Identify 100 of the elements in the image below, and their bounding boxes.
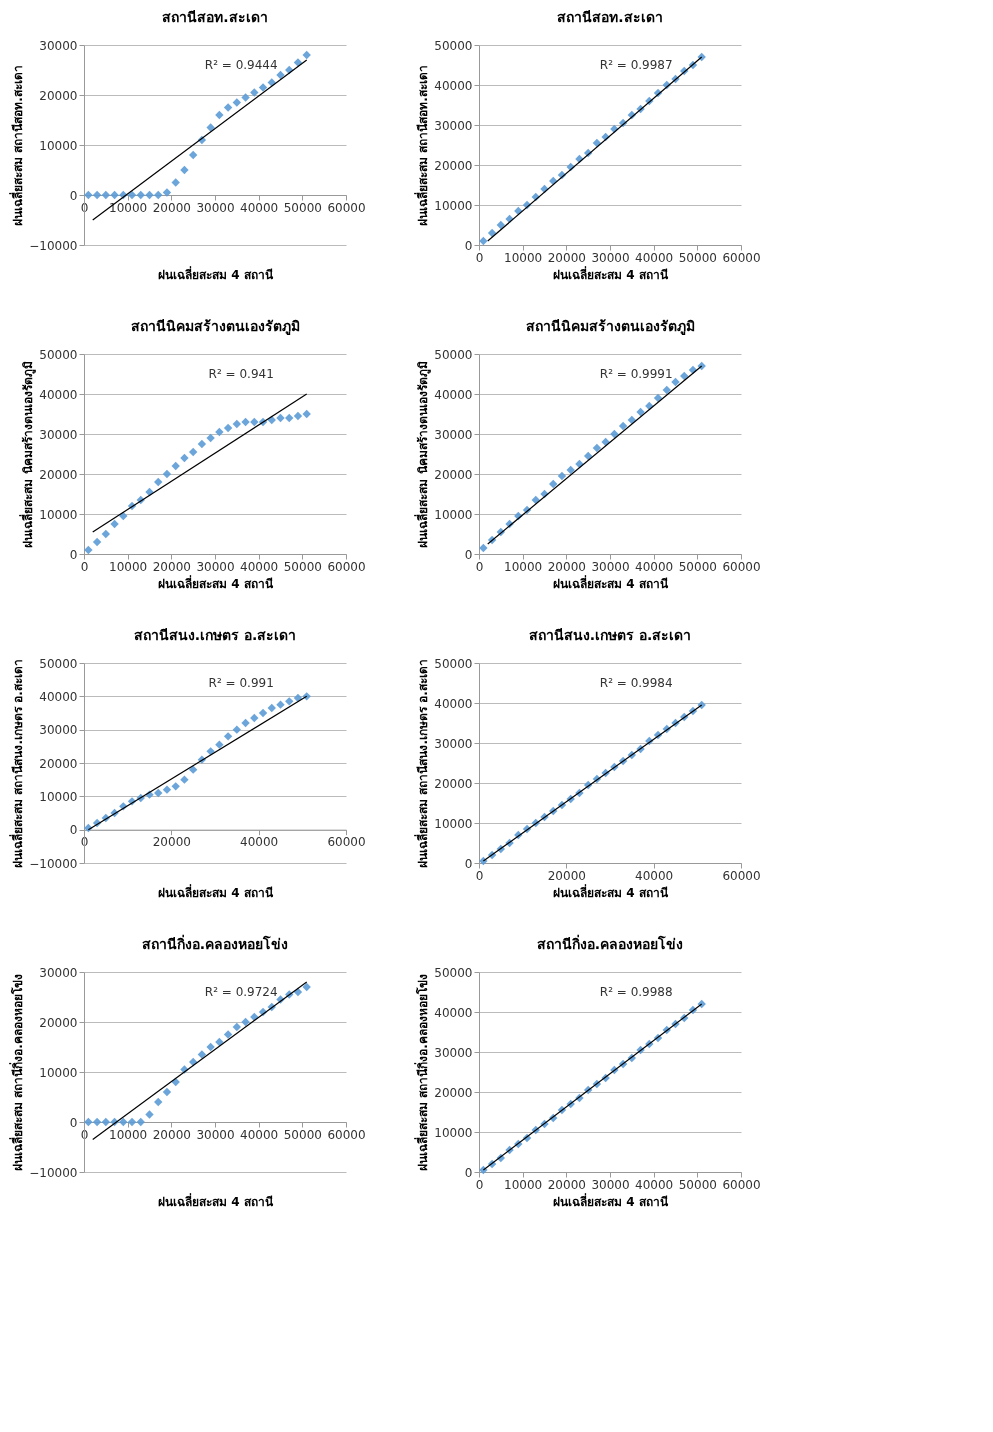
x-tick-label: 20000: [547, 250, 586, 265]
x-tick-label: 50000: [283, 559, 322, 574]
y-tick-label: −10000: [29, 238, 78, 253]
point: [293, 693, 303, 703]
point: [241, 1017, 250, 1027]
y-tick-label: 30000: [434, 736, 473, 751]
y-tick-label: 30000: [434, 427, 473, 442]
point: [188, 447, 198, 457]
x-tick-label: 20000: [152, 200, 191, 215]
point: [162, 188, 172, 197]
x-tick-label: 40000: [635, 250, 674, 265]
y-tick-label: 40000: [39, 689, 78, 704]
y-tick-label: 20000: [39, 1015, 78, 1030]
x-tick-label: 0: [475, 250, 484, 265]
point: [223, 1030, 233, 1039]
x-tick-label: 20000: [152, 835, 191, 850]
point: [84, 545, 93, 555]
point: [496, 220, 506, 230]
y-tick-label: 10000: [434, 507, 473, 522]
x-tick-label: 20000: [152, 559, 191, 574]
x-tick-label: 0: [475, 1177, 484, 1192]
x-tick-label: 60000: [327, 835, 366, 850]
point: [241, 718, 250, 728]
y-tick-label: 10000: [39, 138, 78, 153]
x-tick-label: 40000: [240, 200, 279, 215]
y-tick-label: 0: [69, 547, 78, 562]
point: [154, 477, 163, 487]
point: [592, 138, 602, 148]
y-tick-label: 40000: [434, 78, 473, 93]
point: [206, 123, 215, 132]
point: [223, 423, 233, 433]
point: [188, 150, 198, 160]
x-tick-label: 40000: [635, 868, 674, 883]
annotation: R² = 0.941: [208, 367, 274, 381]
point: [250, 417, 259, 427]
point: [618, 421, 628, 431]
x-tick-label: 60000: [327, 1127, 366, 1142]
annotation: R² = 0.9444: [204, 58, 278, 72]
y-tick-label: −10000: [29, 856, 78, 871]
x-tick-label: 30000: [591, 559, 630, 574]
y-tick-label: 0: [464, 238, 473, 253]
y-tick-label: 0: [69, 1115, 78, 1130]
x-tick-label: 50000: [678, 1177, 717, 1192]
x-tick-label: 60000: [722, 868, 761, 883]
x-tick-label: 20000: [547, 868, 586, 883]
point: [627, 415, 637, 425]
point: [276, 70, 285, 80]
y-tick-label: 50000: [434, 656, 473, 671]
x-tick-label: 10000: [504, 250, 543, 265]
point: [302, 409, 311, 419]
point: [188, 765, 198, 774]
chart-title: สถานีสอท.สะเดา: [162, 9, 268, 25]
y-axis-title: ฝนเฉลี่ยสะสม สถานีสอท.สะเดา: [414, 65, 431, 226]
point: [206, 1042, 215, 1052]
point: [154, 788, 163, 798]
point: [180, 165, 189, 175]
x-tick-label: 30000: [196, 559, 235, 574]
y-tick-label: 20000: [39, 88, 78, 103]
x-tick-label: 10000: [504, 1177, 543, 1192]
point: [241, 417, 250, 427]
y-axis-title: ฝนเฉลี่ยสะสม สถานีสนง.เกษตร อ.สะเดา: [414, 659, 431, 868]
x-tick-label: 50000: [283, 200, 322, 215]
point: [127, 1117, 137, 1127]
point: [136, 1117, 145, 1127]
point: [583, 451, 593, 461]
point: [92, 1117, 102, 1127]
point: [241, 93, 250, 102]
point: [232, 1022, 242, 1032]
point: [276, 700, 285, 709]
point: [250, 713, 259, 723]
y-tick-label: 20000: [434, 467, 473, 482]
point: [84, 190, 93, 200]
point: [180, 453, 189, 463]
point: [119, 1117, 128, 1127]
x-tick-label: 0: [80, 559, 89, 574]
y-tick-label: 50000: [434, 965, 473, 980]
y-axis-title: ฝนเฉลี่ยสะสม สถานีสนง.เกษตร อ.สะเดา: [9, 659, 26, 868]
point: [162, 785, 172, 794]
point: [101, 190, 111, 200]
x-axis-title: ฝนเฉลี่ยสะสม 4 สถานี: [158, 574, 274, 591]
x-tick-label: 50000: [678, 559, 717, 574]
x-tick-label: 10000: [109, 559, 148, 574]
point: [145, 190, 154, 200]
y-tick-label: 40000: [434, 1005, 473, 1020]
point: [566, 465, 575, 475]
y-tick-label: 40000: [39, 387, 78, 402]
x-tick-label: 40000: [240, 1127, 279, 1142]
point: [671, 377, 680, 387]
point: [276, 413, 285, 423]
annotation: R² = 0.991: [208, 676, 274, 690]
y-axis-title: ฝนเฉลี่ยสะสม สถานีกิ่งอ.คลองหอยโข่ง: [9, 974, 26, 1171]
point: [549, 479, 558, 489]
point: [662, 385, 671, 395]
point: [302, 692, 311, 701]
y-tick-label: 50000: [434, 38, 473, 53]
point: [110, 519, 119, 529]
x-axis-title: ฝนเฉลี่ยสะสม 4 สถานี: [553, 1192, 669, 1209]
point: [293, 987, 303, 997]
point: [653, 393, 663, 403]
chart-title: สถานีสอท.สะเดา: [557, 9, 663, 25]
